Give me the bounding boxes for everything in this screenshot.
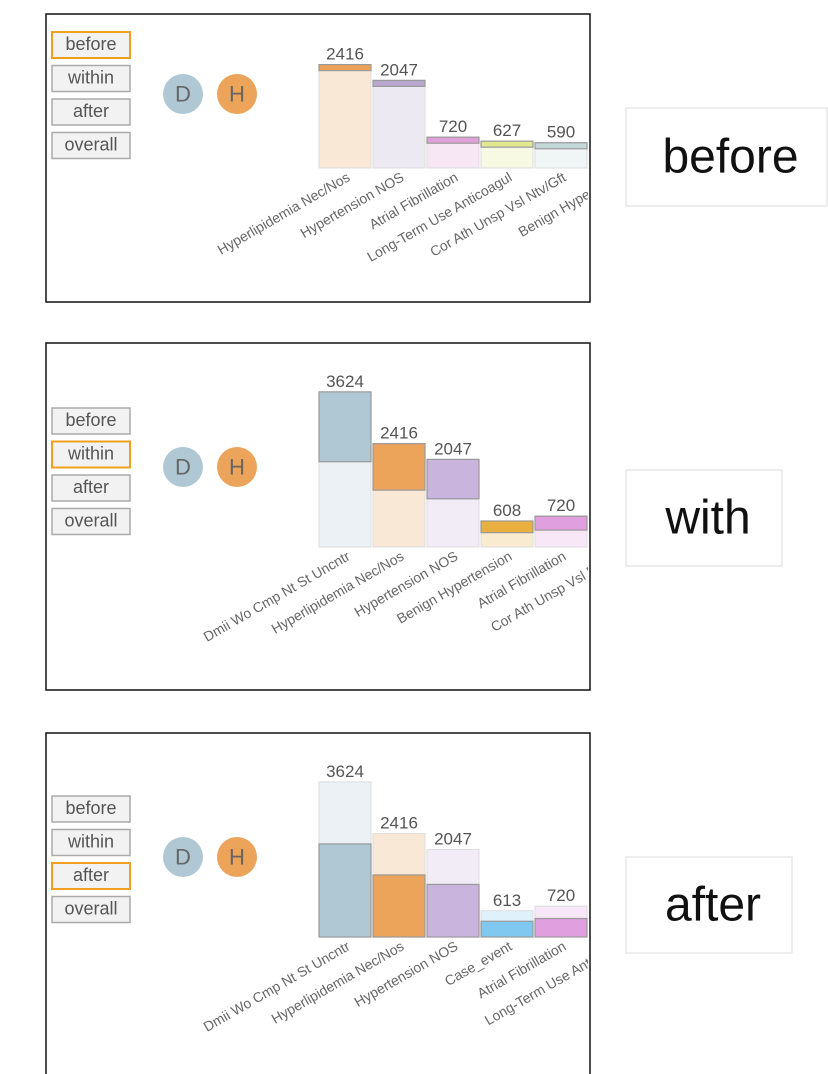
mode-button[interactable] <box>51 895 131 924</box>
mode-button-label: within <box>67 831 114 851</box>
bar <box>318 64 372 169</box>
mode-button-label: before <box>65 410 116 430</box>
bar-segment <box>372 79 426 87</box>
value-label: 2047 <box>434 439 472 458</box>
mode-button[interactable] <box>51 474 131 502</box>
bar-segment <box>426 883 480 938</box>
value-label: 720 <box>547 886 575 905</box>
group-circle[interactable] <box>163 837 203 877</box>
value-label: 2416 <box>380 814 418 833</box>
mode-button-label: before <box>65 34 116 54</box>
group-circle[interactable] <box>217 447 257 487</box>
mode-button[interactable] <box>51 862 131 890</box>
group-circle-label: D <box>175 845 191 870</box>
bar-segment <box>372 874 426 938</box>
mode-button[interactable] <box>51 64 131 93</box>
caption: after <box>665 879 761 932</box>
group-circle-label: H <box>229 845 245 870</box>
value-label: 2416 <box>380 424 418 443</box>
mode-button[interactable] <box>51 507 131 536</box>
mode-button-label: within <box>67 443 114 463</box>
group-circle-label: D <box>175 455 191 480</box>
mode-button-label: after <box>73 101 109 121</box>
bar-segment <box>534 515 588 531</box>
caption-box <box>625 856 793 954</box>
value-label: 2416 <box>326 45 364 64</box>
value-label: 720 <box>439 117 467 136</box>
group-circle-label: H <box>229 455 245 480</box>
bar-segment <box>534 917 588 938</box>
mode-button-label: overall <box>64 134 117 154</box>
value-label: 3624 <box>326 762 364 781</box>
mode-button[interactable] <box>51 98 131 126</box>
panel-frame <box>45 13 591 303</box>
mode-button-label: within <box>67 67 114 87</box>
mode-button[interactable] <box>51 828 131 857</box>
group-circle-label: D <box>175 82 191 107</box>
group-circle[interactable] <box>217 837 257 877</box>
caption: with <box>664 492 750 545</box>
mode-button-label: before <box>65 798 116 818</box>
panel-frame <box>45 342 591 691</box>
value-label: 720 <box>547 496 575 515</box>
bar-segment <box>480 140 534 148</box>
bar-segment <box>534 142 588 150</box>
caption-box <box>625 107 828 207</box>
group-circle[interactable] <box>163 74 203 114</box>
mode-button-label: after <box>73 865 109 885</box>
mode-button-label: after <box>73 477 109 497</box>
caption: before <box>662 131 798 184</box>
value-label: 2047 <box>380 60 418 79</box>
panel-frame <box>45 732 591 1074</box>
value-label: 608 <box>493 501 521 520</box>
group-circle[interactable] <box>163 447 203 487</box>
value-label: 3624 <box>326 372 364 391</box>
bar-segment <box>480 520 534 534</box>
mode-button[interactable] <box>51 407 131 435</box>
bar-segment <box>480 920 534 938</box>
bar-segment <box>426 458 480 500</box>
group-circle[interactable] <box>217 74 257 114</box>
mode-button-label: overall <box>64 898 117 918</box>
group-circle-label: H <box>229 82 245 107</box>
bar <box>372 79 426 169</box>
mode-button[interactable] <box>51 795 131 823</box>
value-label: 590 <box>547 123 575 142</box>
bar-segment <box>318 843 372 938</box>
mode-button[interactable] <box>51 440 131 469</box>
bar-segment <box>426 136 480 144</box>
mode-button[interactable] <box>51 31 131 59</box>
value-label: 627 <box>493 121 521 140</box>
bar-segment <box>318 63 372 72</box>
mode-button[interactable] <box>51 131 131 160</box>
bar-segment <box>318 391 372 463</box>
caption-box <box>625 469 783 567</box>
value-label: 2047 <box>434 829 472 848</box>
mode-button-label: overall <box>64 510 117 530</box>
value-label: 613 <box>493 891 521 910</box>
bar-segment <box>372 442 426 491</box>
